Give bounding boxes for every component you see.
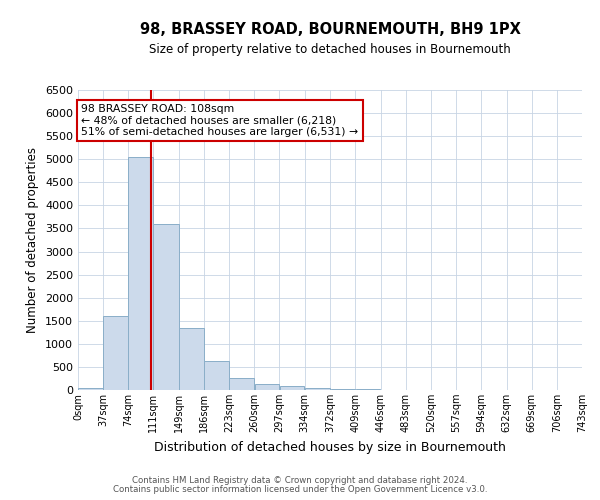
Bar — [305, 388, 330, 390]
Bar — [254, 384, 279, 390]
Bar — [154, 224, 179, 390]
Bar — [280, 386, 304, 390]
Text: 98 BRASSEY ROAD: 108sqm
← 48% of detached houses are smaller (6,218)
51% of semi: 98 BRASSEY ROAD: 108sqm ← 48% of detache… — [82, 104, 359, 137]
Bar — [128, 157, 153, 390]
Text: Contains public sector information licensed under the Open Government Licence v3: Contains public sector information licen… — [113, 485, 487, 494]
Bar — [205, 362, 229, 390]
Bar — [229, 378, 254, 390]
Text: Contains HM Land Registry data © Crown copyright and database right 2024.: Contains HM Land Registry data © Crown c… — [132, 476, 468, 485]
Bar — [103, 316, 128, 390]
Text: Size of property relative to detached houses in Bournemouth: Size of property relative to detached ho… — [149, 42, 511, 56]
Bar — [179, 328, 204, 390]
Bar — [356, 388, 380, 390]
X-axis label: Distribution of detached houses by size in Bournemouth: Distribution of detached houses by size … — [154, 440, 506, 454]
Bar — [78, 388, 103, 390]
Text: 98, BRASSEY ROAD, BOURNEMOUTH, BH9 1PX: 98, BRASSEY ROAD, BOURNEMOUTH, BH9 1PX — [140, 22, 520, 38]
Y-axis label: Number of detached properties: Number of detached properties — [26, 147, 40, 333]
